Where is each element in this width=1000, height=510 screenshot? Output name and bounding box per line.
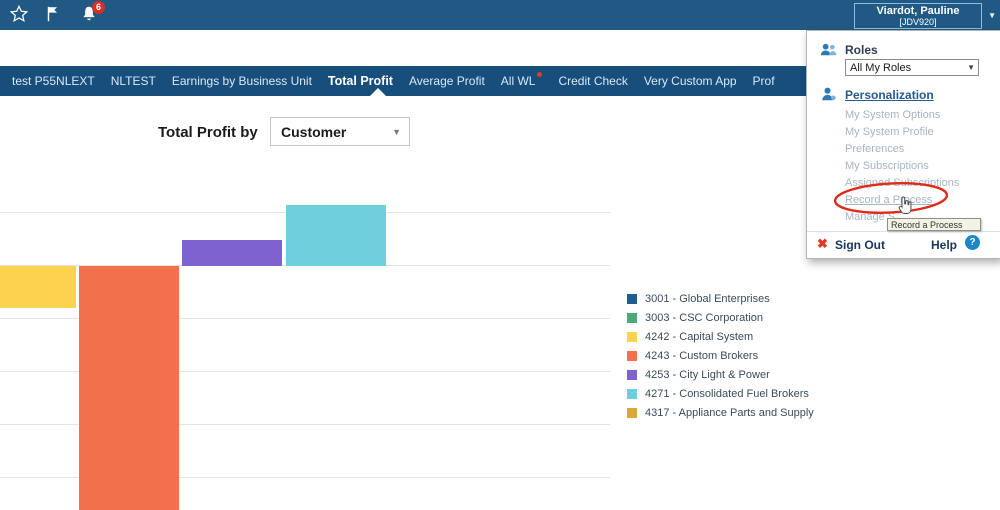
chevron-down-icon: ▼ (392, 126, 401, 137)
legend-swatch (627, 369, 637, 380)
gridline (0, 424, 610, 425)
gridline (0, 477, 610, 478)
menu-item-my-system-options[interactable]: My System Options (845, 109, 941, 121)
legend-label: 4253 - City Light & Power (645, 368, 770, 381)
legend-swatch (627, 350, 637, 361)
sign-out-x-icon[interactable]: ✖ (817, 236, 828, 251)
legend-item-3003: 3003 - CSC Corporation (627, 311, 814, 324)
tab-label: Average Profit (408, 74, 485, 88)
menu-divider (807, 231, 1000, 232)
top-bar: 6 Viardot, Pauline [JDV920] ▼ (0, 0, 1000, 30)
chart-title: Total Profit by (158, 124, 258, 141)
legend-item-3001: 3001 - Global Enterprises (627, 292, 814, 305)
menu-item-my-system-profile[interactable]: My System Profile (845, 126, 934, 138)
tab-total-profit[interactable]: Total Profit (328, 74, 393, 88)
legend-label: 4242 - Capital System (645, 330, 754, 343)
tooltip: Record a Process (887, 218, 981, 231)
bar-4243 (79, 266, 179, 510)
tab-label: test P55NLEXT (12, 74, 95, 88)
tab-very-custom-app[interactable]: Very Custom App (644, 74, 737, 88)
roles-label: Roles (845, 43, 878, 57)
notifications-bell-icon[interactable] (80, 5, 100, 25)
menu-item-manage-s[interactable]: Manage S (845, 211, 896, 223)
tab-label: Very Custom App (643, 74, 737, 88)
notification-dot-icon (537, 72, 543, 77)
tab-label: Total Profit (327, 74, 393, 88)
tab-test-p55nlext[interactable]: test P55NLEXT (12, 74, 95, 88)
active-tab-caret-icon (370, 88, 386, 96)
user-name: Viardot, Pauline (876, 5, 960, 17)
tab-earnings-by-business-unit[interactable]: Earnings by Business Unit (172, 74, 312, 88)
legend-item-4253: 4253 - City Light & Power (627, 368, 814, 381)
personalization-link[interactable]: Personalization (845, 88, 934, 102)
legend-item-4242: 4242 - Capital System (627, 330, 814, 343)
favorites-star-icon[interactable] (10, 5, 30, 25)
tab-label: NLTEST (110, 74, 156, 88)
roles-select[interactable]: All My Roles ▼ (845, 59, 979, 76)
legend-label: 3003 - CSC Corporation (645, 311, 764, 324)
legend-item-4271: 4271 - Consolidated Fuel Brokers (627, 387, 814, 400)
sign-out-link[interactable]: Sign Out (835, 238, 885, 252)
tab-label: All WL (500, 74, 536, 88)
menu-item-assigned-subscriptions[interactable]: Assigned Subscriptions (845, 177, 960, 189)
legend-label: 3001 - Global Enterprises (645, 292, 770, 305)
bar-4242 (0, 266, 76, 309)
legend-label: 4243 - Custom Brokers (645, 349, 759, 362)
chevron-down-icon: ▼ (967, 63, 975, 72)
tab-all-wl[interactable]: All WL (500, 72, 543, 88)
user-menu-caret-icon[interactable]: ▼ (988, 11, 996, 20)
tab-prof[interactable]: Prof (753, 74, 775, 88)
personalization-person-icon (819, 85, 838, 104)
user-dropdown-panel: Roles All My Roles ▼ Personalization My … (806, 30, 1000, 259)
dimension-select[interactable]: Customer ▼ (270, 117, 410, 146)
roles-people-icon (819, 41, 838, 60)
bar-4253 (182, 239, 282, 266)
legend-label: 4271 - Consolidated Fuel Brokers (645, 387, 809, 400)
notification-count-badge: 6 (92, 1, 105, 14)
tab-label: Prof (752, 74, 775, 88)
help-link[interactable]: Help (931, 238, 958, 252)
dimension-select-value: Customer (281, 123, 347, 140)
bar-chart (0, 205, 610, 510)
tab-credit-check[interactable]: Credit Check (558, 74, 627, 88)
legend-label: 4317 - Appliance Parts and Supply (645, 406, 814, 419)
legend-swatch (627, 388, 637, 399)
tab-average-profit[interactable]: Average Profit (409, 74, 485, 88)
tab-label: Credit Check (558, 74, 628, 88)
legend-item-4243: 4243 - Custom Brokers (627, 349, 814, 362)
legend-item-4317: 4317 - Appliance Parts and Supply (627, 406, 814, 419)
flag-icon[interactable] (44, 5, 64, 25)
help-question-icon[interactable]: ? (965, 235, 980, 250)
legend-swatch (627, 331, 637, 342)
tab-label: Earnings by Business Unit (171, 74, 312, 88)
menu-item-preferences[interactable]: Preferences (845, 143, 905, 155)
gridline (0, 318, 610, 319)
menu-item-my-subscriptions[interactable]: My Subscriptions (845, 160, 929, 172)
legend-swatch (627, 407, 637, 418)
legend-swatch (627, 312, 637, 323)
mouse-cursor-icon (898, 196, 912, 214)
bar-4271 (286, 205, 386, 266)
roles-select-value: All My Roles (850, 61, 912, 74)
user-id: [JDV920] (899, 17, 937, 27)
gridline (0, 371, 610, 372)
user-menu-button[interactable]: Viardot, Pauline [JDV920] (854, 3, 982, 29)
legend-swatch (627, 293, 637, 304)
tab-nltest[interactable]: NLTEST (111, 74, 156, 88)
chart-legend: 3001 - Global Enterprises 3003 - CSC Corp… (627, 292, 814, 419)
